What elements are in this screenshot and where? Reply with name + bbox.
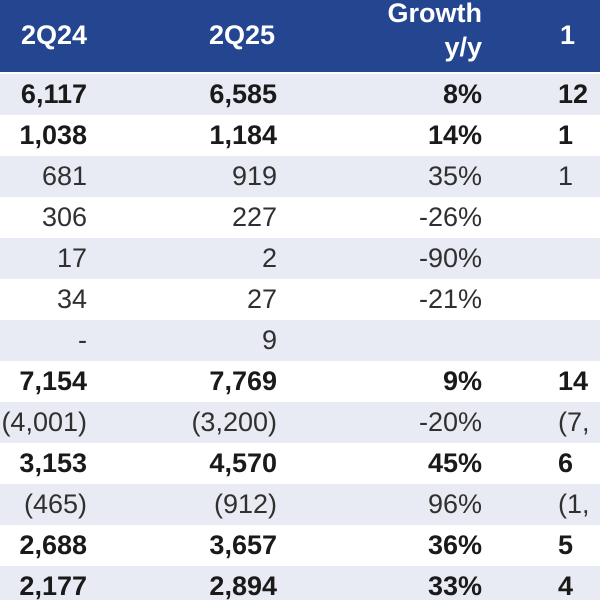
- cell-2q25: 919: [231, 161, 277, 191]
- cell-col4: (7,: [558, 407, 590, 437]
- cell-growth: -21%: [418, 284, 482, 314]
- cell-2q25: 1,184: [209, 120, 277, 150]
- cell-col4: (1,: [558, 489, 590, 519]
- cell-2q25: 27: [246, 284, 277, 314]
- table-row: 34 27 -21%: [0, 279, 600, 320]
- table-row: 306 227 -26%: [0, 197, 600, 238]
- cell-growth: 9%: [442, 366, 482, 396]
- header-2q24: 2Q24: [20, 20, 87, 50]
- cell-growth: 14%: [427, 120, 482, 150]
- cell-growth: 96%: [427, 489, 482, 519]
- cell-col4: 14: [558, 366, 589, 396]
- header-growth-yy: Growth y/y: [320, 0, 483, 64]
- cell-2q25: 3,657: [209, 530, 277, 560]
- table-row: 3,153 4,570 45% 6: [0, 443, 600, 484]
- table-row: (465) (912) 96% (1,: [0, 484, 600, 525]
- header-yy-label: y/y: [444, 32, 482, 62]
- cell-2q24: 681: [41, 161, 87, 191]
- cell-2q24: 1,038: [19, 120, 87, 150]
- cell-2q24: (4,001): [1, 407, 87, 437]
- cell-col4: 6: [558, 448, 574, 478]
- header-2q25: 2Q25: [208, 20, 275, 50]
- cell-col4: 4: [558, 571, 574, 600]
- cell-2q24: (465): [23, 489, 87, 519]
- cell-2q25: 7,769: [209, 366, 277, 396]
- table-header: 2Q24 2Q25 Growth y/y 1: [0, 0, 600, 72]
- cell-col4: 1: [558, 161, 574, 191]
- table-row: (4,001) (3,200) -20% (7,: [0, 402, 600, 443]
- cell-col4: 5: [558, 530, 574, 560]
- cell-growth: 36%: [427, 530, 482, 560]
- table-row: 6,117 6,585 8% 12: [0, 74, 600, 115]
- table-row: 681 919 35% 1: [0, 156, 600, 197]
- cell-2q24: 34: [56, 284, 87, 314]
- cell-growth: 35%: [427, 161, 482, 191]
- table-row: 2,177 2,894 33% 4: [0, 566, 600, 600]
- cell-2q25: 4,570: [209, 448, 277, 478]
- cell-2q24: 2,177: [19, 571, 87, 600]
- cell-growth: -26%: [418, 202, 482, 232]
- cell-2q24: 3,153: [19, 448, 87, 478]
- cell-2q25: 227: [231, 202, 277, 232]
- header-col4-partial: 1: [560, 20, 576, 50]
- cell-2q24: 7,154: [19, 366, 87, 396]
- cell-growth: 8%: [442, 79, 482, 109]
- cell-2q25: (912): [213, 489, 277, 519]
- cell-2q25: 6,585: [209, 79, 277, 109]
- table-row: 2,688 3,657 36% 5: [0, 525, 600, 566]
- table-row: 1,038 1,184 14% 1: [0, 115, 600, 156]
- cell-growth: 45%: [427, 448, 482, 478]
- cell-2q24: 17: [56, 243, 87, 273]
- cell-growth: -90%: [418, 243, 482, 273]
- cell-2q25: 2,894: [209, 571, 277, 600]
- cell-growth: 33%: [427, 571, 482, 600]
- cell-growth: -20%: [418, 407, 482, 437]
- cell-2q25: 2: [261, 243, 277, 273]
- table-row: 7,154 7,769 9% 14: [0, 361, 600, 402]
- cell-2q24: 2,688: [19, 530, 87, 560]
- cell-col4: 1: [558, 120, 574, 150]
- cell-2q24: -: [78, 325, 87, 355]
- cell-2q25: (3,200): [191, 407, 277, 437]
- header-growth-label: Growth: [387, 0, 483, 28]
- cell-2q24: 306: [41, 202, 87, 232]
- table-row: - 9: [0, 320, 600, 361]
- cell-col4: 12: [558, 79, 589, 109]
- table-row: 17 2 -90%: [0, 238, 600, 279]
- cell-2q25: 9: [261, 325, 277, 355]
- cell-2q24: 6,117: [20, 79, 87, 109]
